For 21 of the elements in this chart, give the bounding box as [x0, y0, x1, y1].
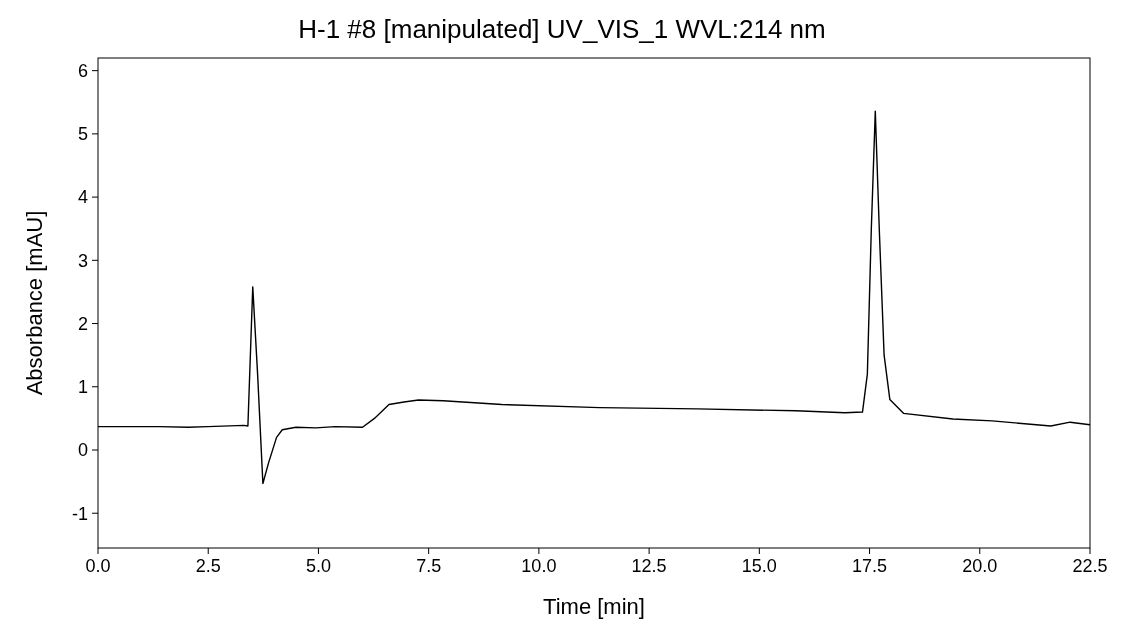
- x-axis-title: Time [min]: [543, 594, 645, 619]
- chart-title: H-1 #8 [manipulated] UV_VIS_1 WVL:214 nm: [298, 14, 826, 44]
- x-tick-label: 17.5: [852, 556, 888, 576]
- y-tick-label: -1: [71, 503, 88, 524]
- x-tick-label: 2.5: [195, 556, 221, 576]
- x-tick-label: 5.0: [305, 556, 331, 576]
- y-tick-label: 4: [77, 187, 88, 208]
- x-tick-label: 7.5: [416, 556, 442, 576]
- y-tick-label: 6: [77, 60, 88, 81]
- x-tick-label: 15.0: [741, 556, 777, 576]
- y-tick-label: 2: [77, 313, 88, 334]
- x-tick-label: 0.0: [85, 556, 111, 576]
- y-tick-label: 1: [77, 377, 88, 398]
- y-axis-title: Absorbance [mAU]: [22, 210, 47, 396]
- y-tick-label: 3: [77, 250, 88, 271]
- y-tick-label: 0: [77, 440, 88, 461]
- y-tick-label: 5: [77, 124, 88, 145]
- x-tick-label: 22.5: [1072, 556, 1108, 576]
- x-tick-label: 12.5: [631, 556, 667, 576]
- x-tick-label: 20.0: [962, 556, 998, 576]
- x-tick-label: 10.0: [521, 556, 557, 576]
